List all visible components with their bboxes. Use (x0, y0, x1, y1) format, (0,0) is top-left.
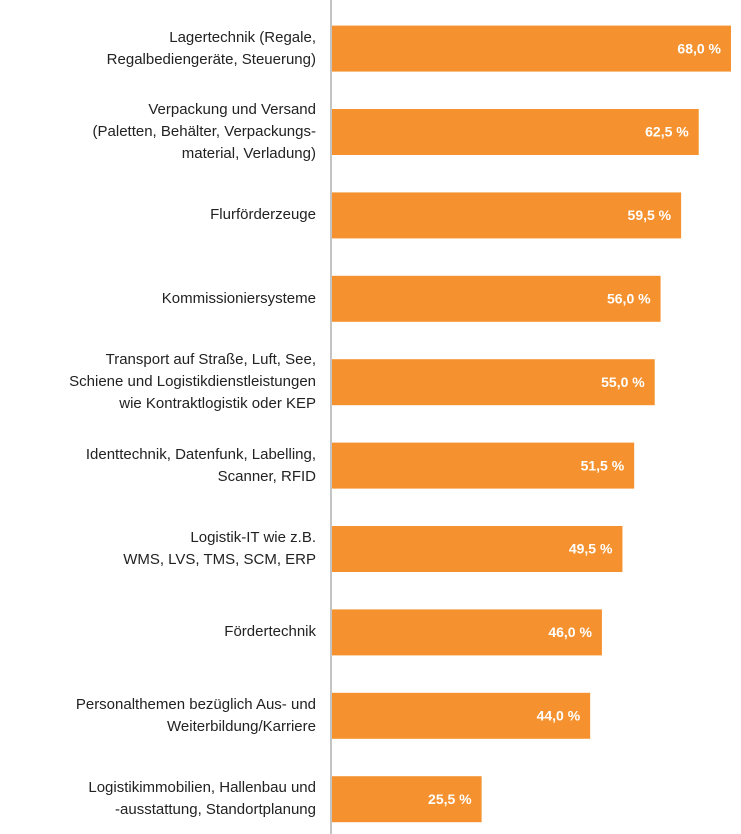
value-label: 56,0 % (607, 291, 651, 307)
value-label: 25,5 % (428, 791, 472, 807)
category-label: Logistik-IT wie z.B. WMS, LVS, TMS, SCM,… (123, 529, 316, 568)
value-label: 44,0 % (537, 708, 581, 724)
value-label: 55,0 % (601, 374, 645, 390)
bar (332, 192, 682, 239)
bar (332, 692, 591, 739)
category-label: Transport auf Straße, Luft, See, Schiene… (69, 351, 316, 413)
category-label: Identtechnik, Datenfunk, Labelling, Scan… (85, 445, 316, 485)
bar (332, 109, 699, 155)
bar (332, 609, 602, 656)
category-label: Flurförderzeuge (210, 206, 316, 224)
bar (332, 442, 635, 489)
category-label: Lagertechnik (Regale, Regalbediengeräte,… (106, 28, 316, 68)
value-label: 46,0 % (548, 624, 592, 640)
bar (332, 359, 655, 406)
value-label: 51,5 % (581, 457, 625, 473)
value-label: 59,5 % (628, 207, 672, 223)
category-label: Kommissioniersysteme (161, 289, 316, 307)
value-label: 68,0 % (677, 40, 721, 56)
value-label: 62,5 % (645, 124, 689, 140)
bar (332, 776, 482, 823)
category-label: Logistikimmobilien, Hallenbau und -ausst… (88, 779, 316, 819)
bar (332, 526, 623, 572)
value-label: 49,5 % (569, 541, 613, 557)
bar (332, 25, 731, 72)
category-label: Personalthemen bezüglich Aus- und Weiter… (75, 695, 316, 735)
category-label: Fördertechnik (224, 623, 316, 641)
category-label: Verpackung und Versand (Paletten, Behält… (92, 101, 316, 162)
bar (332, 275, 661, 322)
